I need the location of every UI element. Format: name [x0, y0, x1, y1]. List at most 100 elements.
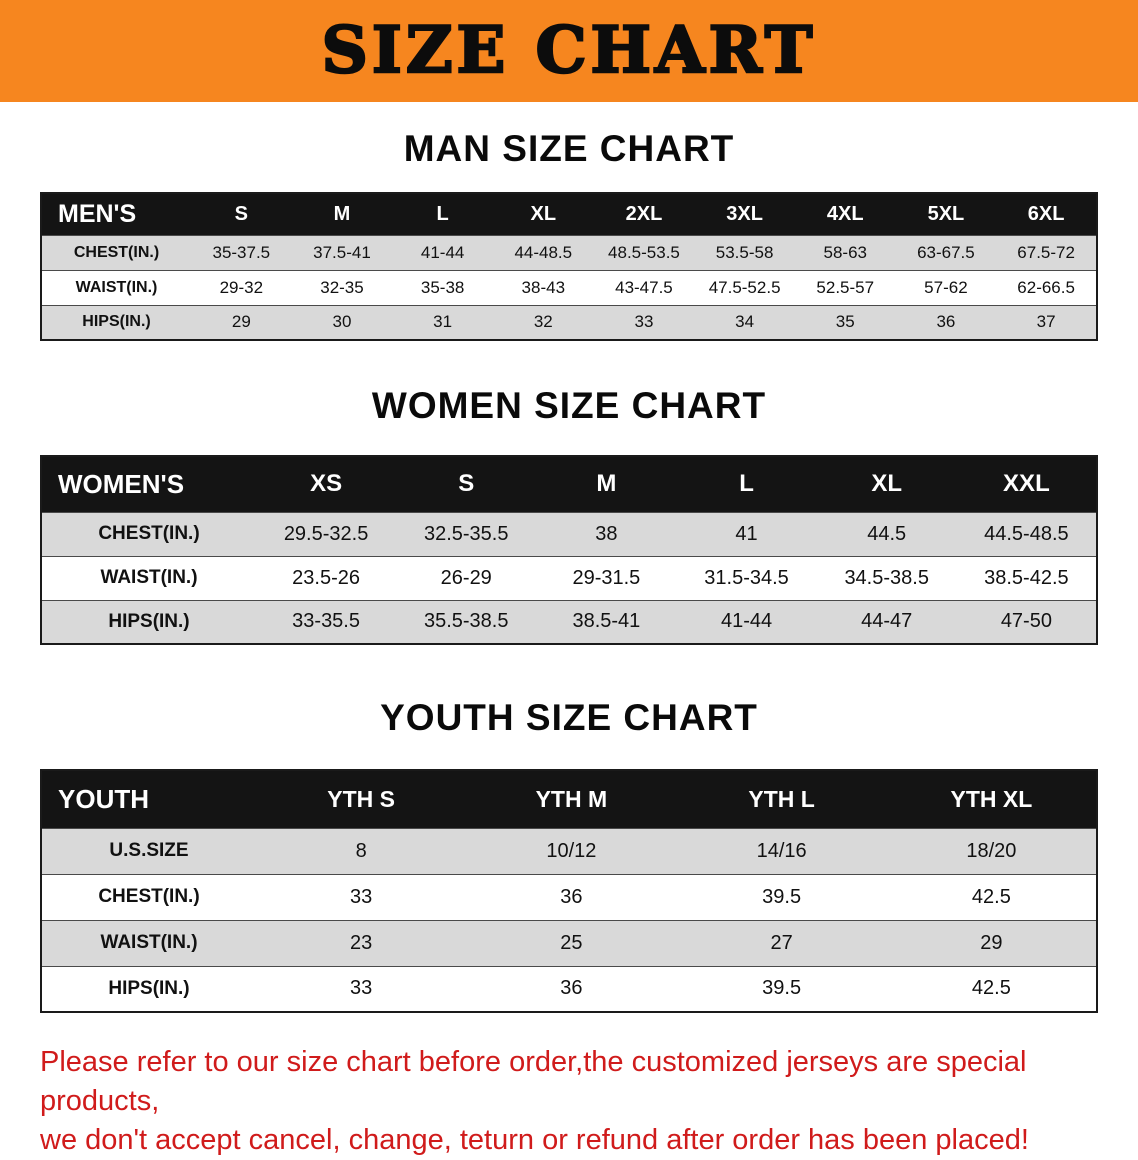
youth-value-cell: 36 [466, 873, 677, 920]
youth-value-cell: 42.5 [886, 965, 1097, 1012]
men-value-cell: 38-43 [492, 269, 594, 305]
men-value-cell: 34 [694, 304, 795, 340]
women-header-label: WOMEN'S [41, 456, 256, 512]
youth-row-label: WAIST(IN.) [41, 919, 256, 966]
youth-header-label: YOUTH [41, 770, 256, 828]
youth-row-label: CHEST(IN.) [41, 873, 256, 920]
men-header-cell: 3XL [694, 193, 795, 235]
men-header-cell: 6XL [996, 193, 1097, 235]
men-value-cell: 35 [794, 304, 896, 340]
men-value-cell: 29 [191, 304, 292, 340]
women-value-cell: 32.5-35.5 [396, 511, 537, 556]
women-size-table: WOMEN'S XS S M L XL XXL CHEST(IN.) 29.5-32.5 32.5… [40, 455, 1098, 645]
women-header-cell: M [536, 456, 677, 512]
women-size-section: WOMEN SIZE CHART WOMEN'S XS S M L XL XXL CHEST(… [0, 385, 1138, 645]
men-value-cell: 37.5-41 [291, 234, 393, 270]
men-value-cell: 48.5-53.5 [593, 234, 695, 270]
banner: SIZE CHART [0, 0, 1138, 102]
men-value-cell: 36 [895, 304, 997, 340]
youth-table-row: HIPS(IN.) 33 36 39.5 42.5 [41, 965, 1097, 1012]
men-value-cell: 44-48.5 [492, 234, 594, 270]
men-value-cell: 67.5-72 [996, 234, 1097, 270]
men-row-label: CHEST(IN.) [41, 234, 191, 270]
women-value-cell: 26-29 [396, 555, 537, 600]
men-row-label: HIPS(IN.) [41, 304, 191, 340]
women-header-cell: XL [816, 456, 957, 512]
youth-value-cell: 33 [256, 873, 467, 920]
youth-value-cell: 10/12 [466, 827, 677, 874]
men-value-cell: 63-67.5 [895, 234, 997, 270]
men-size-section: MAN SIZE CHART MEN'S S M L XL 2XL 3XL 4XL 5XL 6XL… [0, 128, 1138, 341]
men-table-row: CHEST(IN.) 35-37.5 37.5-41 41-44 44-48.5 48.5… [41, 234, 1097, 270]
men-value-cell: 29-32 [191, 269, 292, 305]
women-value-cell: 29-31.5 [536, 555, 677, 600]
youth-header-cell: YTH M [466, 770, 677, 828]
women-value-cell: 35.5-38.5 [396, 599, 537, 644]
men-value-cell: 30 [291, 304, 393, 340]
men-header-label: MEN'S [41, 193, 191, 235]
men-header-cell: S [191, 193, 292, 235]
women-table-row: WAIST(IN.) 23.5-26 26-29 29-31.5 31.5-34.5 34… [41, 555, 1097, 600]
youth-header-cell: YTH S [256, 770, 467, 828]
youth-section-heading: YOUTH SIZE CHART [380, 697, 758, 738]
youth-value-cell: 39.5 [676, 873, 887, 920]
men-value-cell: 31 [392, 304, 493, 340]
women-value-cell: 31.5-34.5 [676, 555, 817, 600]
women-value-cell: 33-35.5 [256, 599, 397, 644]
men-value-cell: 32 [492, 304, 594, 340]
men-header-cell: 2XL [593, 193, 695, 235]
page-title: SIZE CHART [320, 13, 817, 88]
men-value-cell: 33 [593, 304, 695, 340]
women-value-cell: 44.5-48.5 [956, 511, 1097, 556]
men-value-cell: 43-47.5 [593, 269, 695, 305]
youth-header-cell: YTH XL [886, 770, 1097, 828]
men-value-cell: 52.5-57 [794, 269, 896, 305]
women-value-cell: 38 [536, 511, 677, 556]
men-header-cell: XL [492, 193, 594, 235]
men-value-cell: 32-35 [291, 269, 393, 305]
men-value-cell: 58-63 [794, 234, 896, 270]
women-table-row: CHEST(IN.) 29.5-32.5 32.5-35.5 38 41 44.5 44.5… [41, 511, 1097, 556]
youth-size-table: YOUTH YTH S YTH M YTH L YTH XL U.S.SIZE 8 10/12… [40, 769, 1098, 1013]
men-value-cell: 37 [996, 304, 1097, 340]
disclaimer-line-2: we don't accept cancel, change, teturn o… [40, 1124, 1029, 1157]
men-value-cell: 35-37.5 [191, 234, 292, 270]
disclaimer: Please refer to our size chart before or… [40, 1043, 1120, 1160]
women-value-cell: 23.5-26 [256, 555, 397, 600]
men-size-table: MEN'S S M L XL 2XL 3XL 4XL 5XL 6XL CHEST(IN.) 35-37… [40, 192, 1098, 341]
men-header-cell: 5XL [895, 193, 997, 235]
youth-row-label: HIPS(IN.) [41, 965, 256, 1012]
youth-header-row: YOUTH YTH S YTH M YTH L YTH XL [41, 770, 1097, 828]
men-table-row: WAIST(IN.) 29-32 32-35 35-38 38-43 43-47.5 47.… [41, 269, 1097, 305]
men-value-cell: 41-44 [392, 234, 493, 270]
youth-value-cell: 36 [466, 965, 677, 1012]
women-header-cell: L [676, 456, 817, 512]
men-section-heading: MAN SIZE CHART [403, 128, 735, 169]
women-header-row: WOMEN'S XS S M L XL XXL [41, 456, 1097, 512]
women-value-cell: 29.5-32.5 [256, 511, 397, 556]
women-header-cell: XS [256, 456, 397, 512]
youth-value-cell: 14/16 [676, 827, 887, 874]
women-value-cell: 38.5-42.5 [956, 555, 1097, 600]
youth-header-cell: YTH L [676, 770, 887, 828]
women-header-cell: XXL [956, 456, 1097, 512]
youth-value-cell: 39.5 [676, 965, 887, 1012]
youth-value-cell: 27 [676, 919, 887, 966]
men-table-row: HIPS(IN.) 29 30 31 32 33 34 35 36 37 [41, 304, 1097, 340]
women-value-cell: 34.5-38.5 [816, 555, 957, 600]
youth-value-cell: 29 [886, 919, 1097, 966]
women-value-cell: 44-47 [816, 599, 957, 644]
women-table-row: HIPS(IN.) 33-35.5 35.5-38.5 38.5-41 41-44 44-… [41, 599, 1097, 644]
men-row-label: WAIST(IN.) [41, 269, 191, 305]
women-value-cell: 41 [676, 511, 817, 556]
women-value-cell: 47-50 [956, 599, 1097, 644]
youth-table-row: WAIST(IN.) 23 25 27 29 [41, 919, 1097, 966]
youth-value-cell: 33 [256, 965, 467, 1012]
women-row-label: CHEST(IN.) [41, 511, 256, 556]
men-header-cell: 4XL [794, 193, 896, 235]
women-row-label: WAIST(IN.) [41, 555, 256, 600]
women-section-heading: WOMEN SIZE CHART [371, 385, 767, 426]
youth-value-cell: 23 [256, 919, 467, 966]
men-header-cell: L [392, 193, 493, 235]
men-header-row: MEN'S S M L XL 2XL 3XL 4XL 5XL 6XL [41, 193, 1097, 235]
